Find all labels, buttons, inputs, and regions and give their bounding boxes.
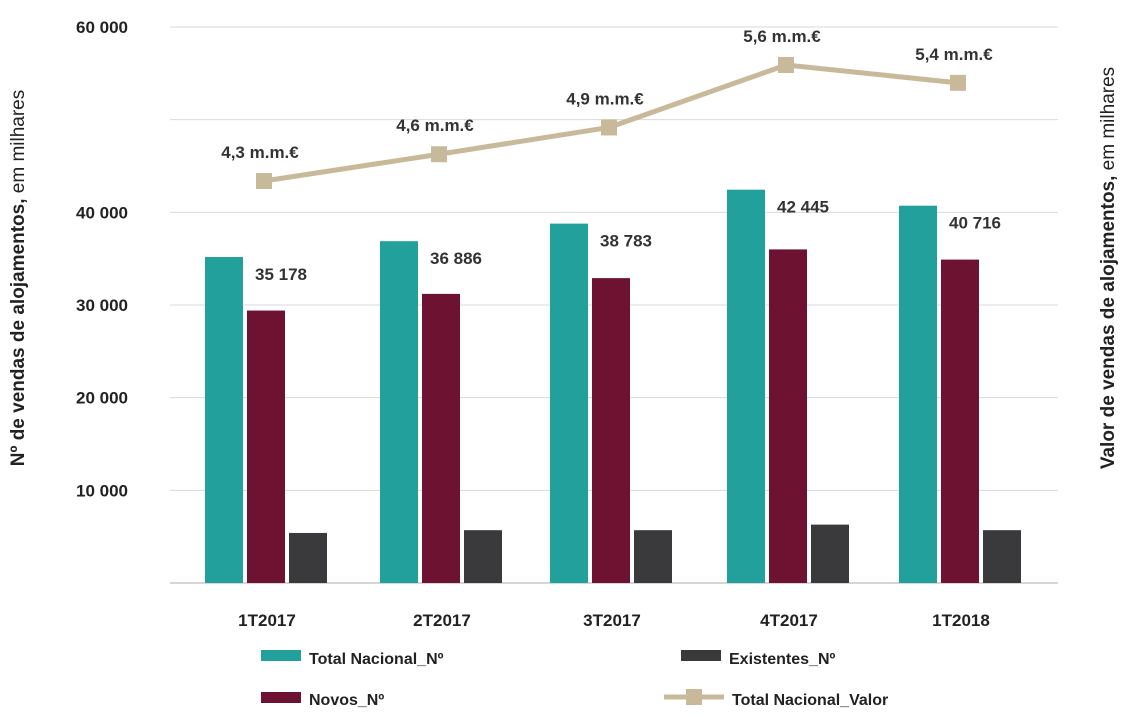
x-tick-label: 1T2017 (238, 611, 296, 630)
bar-data-label: 38 783 (600, 232, 652, 251)
line-marker (778, 57, 794, 73)
bar (205, 257, 243, 583)
bar-data-label: 42 445 (777, 198, 829, 217)
y-tick-label: 60 000 (76, 18, 128, 37)
line-marker (601, 119, 617, 136)
bar-data-label: 35 178 (255, 265, 307, 284)
x-tick-label: 2T2017 (413, 611, 471, 630)
bar (941, 259, 979, 583)
legend-label-novos: Novos_Nº (309, 692, 384, 709)
bar (634, 530, 672, 583)
legend-label-existentes: Existentes_Nº (729, 651, 835, 668)
bar (899, 205, 937, 583)
bar (811, 524, 849, 583)
legend: Total Nacional_Nº Existentes_Nº Novos_Nº… (261, 650, 888, 709)
bar (289, 532, 327, 583)
bar-data-label: 36 886 (430, 249, 482, 268)
bar (550, 223, 588, 583)
bar (422, 293, 460, 583)
legend-swatch-total (261, 650, 301, 661)
x-tick-label: 4T2017 (760, 611, 818, 630)
y-axis-ticks: 10 000 20 000 30 000 40 000 60 000 (76, 18, 128, 500)
bar (592, 278, 630, 583)
x-axis-categories: 1T2017 2T2017 3T2017 4T2017 1T2018 (238, 611, 990, 630)
line-marker (950, 74, 966, 91)
y2-axis-title: Valor de vendas de alojamentos, em milha… (1098, 67, 1119, 469)
bar (769, 249, 807, 583)
x-tick-label: 3T2017 (583, 611, 641, 630)
line-marker (256, 173, 272, 189)
line-data-label: 4,6 m.m.€ (396, 116, 474, 135)
y-tick-label: 20 000 (76, 389, 128, 408)
value-line (256, 57, 966, 189)
legend-swatch-existentes (681, 650, 721, 661)
legend-swatch-novos (261, 692, 301, 703)
bar-data-label: 40 716 (949, 214, 1001, 233)
bar (464, 530, 502, 583)
legend-swatch-marker (686, 689, 702, 705)
bar (727, 189, 765, 583)
line-marker (431, 146, 447, 163)
y-tick-label: 40 000 (76, 203, 128, 222)
bar (983, 530, 1021, 583)
y-tick-label: 30 000 (76, 296, 128, 315)
line-data-label: 4,9 m.m.€ (566, 89, 644, 108)
legend-label-valor: Total Nacional_Valor (732, 692, 888, 709)
line-data-label: 5,6 m.m.€ (743, 27, 821, 46)
x-tick-label: 1T2018 (932, 611, 990, 630)
bar (247, 310, 285, 583)
line-data-label: 4,3 m.m.€ (221, 143, 299, 162)
bars (205, 189, 1021, 583)
y-tick-label: 10 000 (76, 481, 128, 500)
bar (380, 241, 418, 583)
data-labels: 35 178 36 886 38 783 42 445 40 716 4,3 m.m.€ 4… (221, 27, 1001, 284)
legend-label-total: Total Nacional_Nº (309, 651, 444, 668)
line-data-label: 5,4 m.m.€ (915, 45, 993, 64)
y-axis-title: Nº de vendas de alojamentos, em milhares (8, 90, 29, 467)
